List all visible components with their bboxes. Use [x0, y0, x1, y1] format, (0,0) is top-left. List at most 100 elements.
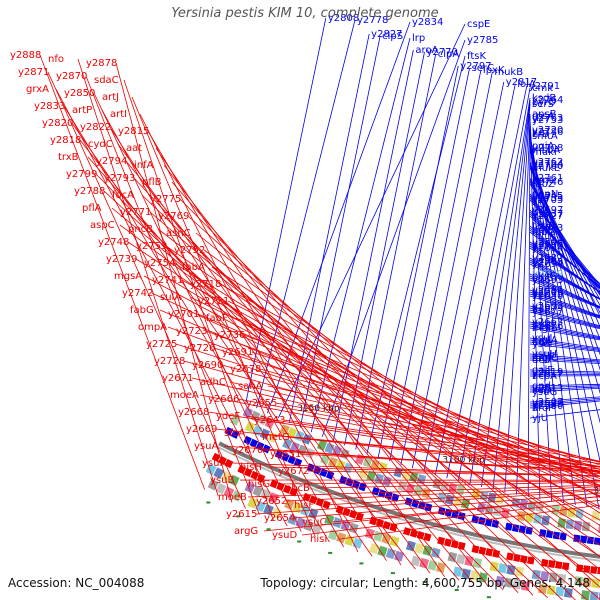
forward-cds-mark [484, 518, 493, 527]
forward-gene-label: mukE [532, 163, 560, 174]
reverse-gene-label: ysuA [194, 441, 218, 452]
forward-gene-label: serC [472, 63, 494, 74]
accession-label: Accession: NC_004088 [8, 576, 145, 590]
forward-gene-label: y2733 [532, 193, 563, 204]
tick-dot [297, 540, 302, 543]
reverse-leader-line [221, 364, 600, 470]
forward-leader-line [529, 145, 600, 463]
reverse-gene-label: y2651 [270, 449, 301, 460]
scale-label: 3150 kbp [297, 404, 340, 414]
reverse-leader-line [301, 499, 600, 536]
forward-leader-line [529, 179, 600, 307]
forward-leader-line [355, 53, 437, 450]
tick-dot [486, 596, 491, 599]
reverse-leader-line [179, 198, 576, 600]
reverse-cds-mark [269, 479, 279, 489]
forward-gene-label: y2697 [532, 205, 563, 216]
reverse-leader-line [157, 228, 600, 571]
reverse-leader-line [323, 488, 600, 506]
reverse-gene-label: hisI [310, 534, 327, 545]
reverse-cds-mark [423, 532, 432, 542]
feature-mark [244, 481, 256, 494]
reverse-cds-mark [590, 566, 598, 574]
reverse-gene-label: y2670 [232, 445, 263, 456]
tick-dot [422, 581, 427, 583]
feature-mark [381, 533, 392, 545]
forward-cds-mark [580, 535, 588, 544]
map-title: Yersinia pestis KIM 10, complete genome [171, 6, 439, 21]
feature-mark [327, 456, 338, 468]
reverse-gene-label: argG [234, 526, 258, 537]
forward-gene-label: y2727 [532, 211, 563, 222]
reverse-leader-line [283, 419, 600, 465]
reverse-gene-label: y2718 [190, 279, 221, 290]
forward-cds-mark [255, 441, 265, 451]
reverse-gene-label: y2788 [74, 186, 105, 197]
reverse-leader-line [47, 71, 246, 509]
forward-leader-line [492, 101, 531, 490]
reverse-gene-label: y2888 [10, 50, 41, 61]
reverse-leader-line [315, 481, 600, 489]
feature-mark [427, 560, 438, 571]
reverse-gene-label: moeA [170, 390, 199, 401]
forward-cds-mark [287, 455, 296, 465]
reverse-leader-line [109, 126, 387, 562]
feature-mark [320, 453, 331, 465]
reverse-gene-label: metG [262, 432, 290, 443]
forward-gene-label: lpxK [483, 65, 505, 76]
forward-gene-label: cspE [467, 19, 490, 30]
reverse-leader-line [95, 173, 504, 591]
reverse-gene-label: ysuD [272, 530, 297, 541]
feature-mark [512, 579, 522, 590]
forward-gene-label: y2676 [532, 321, 563, 332]
forward-leader-line [256, 19, 356, 409]
feature-mark [332, 445, 343, 457]
tick-dot [206, 501, 211, 504]
forward-gene-label: y2746 [532, 177, 563, 188]
reverse-gene-label: moeB [218, 492, 247, 503]
feature-mark [389, 535, 400, 547]
forward-gene-label: y2737 [532, 209, 563, 220]
forward-gene-label: lldD [532, 385, 552, 396]
reverse-gene-label: pflA [82, 203, 102, 214]
forward-cds-mark [319, 468, 328, 478]
forward-leader-line [423, 81, 505, 472]
reverse-gene-label: y2878 [86, 58, 117, 69]
feature-mark [286, 427, 298, 439]
forward-gene-label: y2059 [532, 269, 563, 280]
reverse-leader-line [77, 58, 219, 497]
reverse-leader-line [55, 88, 288, 527]
forward-gene-label: ansB [532, 109, 557, 120]
forward-gene-label: hfB [532, 129, 549, 140]
tick-dot [454, 589, 459, 591]
reverse-leader-line [199, 394, 600, 472]
feature-mark [394, 550, 405, 562]
forward-gene-label: y2683 [532, 223, 563, 234]
feature-mark [308, 508, 319, 520]
reverse-leader-line [93, 92, 302, 532]
reverse-leader-line [255, 489, 600, 515]
forward-cds-mark [371, 486, 380, 496]
forward-leader-line [529, 181, 600, 301]
reverse-gene-label: y2668 [178, 407, 209, 418]
reverse-leader-line [245, 415, 600, 468]
forward-gene-label: pyrD [532, 97, 556, 108]
reverse-gene-label: adhC [200, 377, 226, 388]
reverse-gene-label: y2822 [80, 122, 111, 133]
forward-gene-label: cmk [532, 83, 553, 94]
reverse-gene-label: y2818 [50, 135, 81, 146]
forward-gene-label: ysuI [532, 339, 552, 350]
reverse-leader-line [275, 402, 600, 463]
reverse-gene-label: y2669 [186, 424, 217, 435]
reverse-cds-mark [520, 555, 528, 564]
reverse-cds-mark [437, 536, 446, 545]
feature-mark [401, 469, 411, 481]
reverse-gene-label: y2748 [98, 237, 129, 248]
feature-mark [374, 473, 385, 485]
reverse-cds-mark [444, 538, 452, 547]
reverse-gene-label: artP [72, 105, 92, 116]
reverse-gene-label: y2666 [208, 394, 239, 405]
feature-mark [408, 471, 419, 483]
scale-label: 3050 kbp [593, 486, 600, 496]
reverse-gene-label: nfo [48, 54, 64, 65]
